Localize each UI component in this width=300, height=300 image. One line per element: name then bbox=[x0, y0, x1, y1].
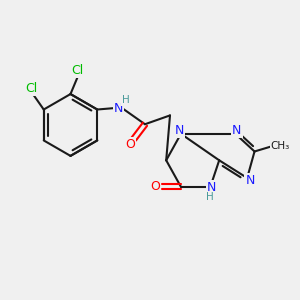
Text: O: O bbox=[125, 138, 135, 151]
Text: N: N bbox=[232, 124, 242, 137]
Text: N: N bbox=[114, 101, 123, 115]
Text: Cl: Cl bbox=[25, 82, 37, 95]
Text: Cl: Cl bbox=[72, 64, 84, 77]
Text: N: N bbox=[245, 174, 255, 188]
Text: N: N bbox=[175, 124, 184, 137]
Text: CH₃: CH₃ bbox=[271, 141, 290, 151]
Text: H: H bbox=[122, 95, 130, 105]
Text: H: H bbox=[206, 191, 214, 202]
Text: N: N bbox=[207, 181, 216, 194]
Text: O: O bbox=[150, 180, 160, 193]
